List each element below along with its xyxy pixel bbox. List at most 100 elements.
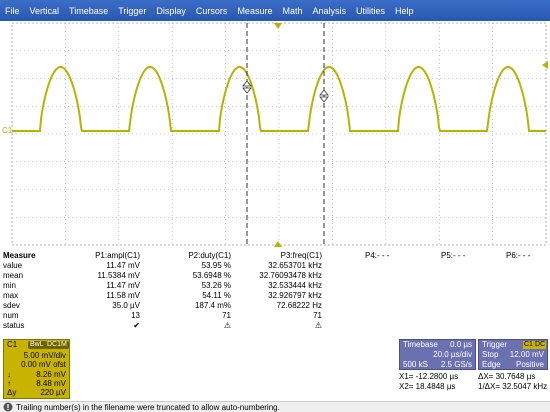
- measure-p2-status: ⚠: [223, 321, 231, 330]
- status-message: Trailing number(s) in the filename were …: [16, 402, 280, 412]
- cursor-down-icon: ↓: [7, 370, 11, 379]
- trigger-title: Trigger: [482, 340, 508, 349]
- menu-help[interactable]: Help: [395, 5, 414, 16]
- menu-file[interactable]: File: [5, 5, 20, 16]
- measure-p2-value: 53.95 %: [201, 261, 231, 270]
- waveform-display[interactable]: C1: [0, 21, 550, 249]
- sample-count: 500 kS: [403, 360, 428, 369]
- measure-p2-mean: 53.6948 %: [192, 271, 231, 280]
- measure-p3-status: ⚠: [314, 321, 322, 330]
- measure-row-mean: mean 11.5384 mV 53.6948 % 32.76093478 kHz: [0, 271, 550, 281]
- cursor-x2-marker-icon[interactable]: [319, 89, 329, 103]
- timebase-descriptor[interactable]: Timebase 0.0 µs 20.0 µs/div 500 kS 2.5 G…: [399, 339, 476, 370]
- trigger-type: Edge: [482, 360, 501, 369]
- channel-1-descriptor[interactable]: C1 BwL DC1M 5.00 mV/div 0.00 mV ofst ↓ 8…: [3, 339, 70, 399]
- cursor-up-icon: ↑: [7, 379, 11, 388]
- trigger-mode: Stop: [482, 350, 499, 359]
- measure-row-status: status ✔ ⚠ ⚠: [0, 321, 550, 331]
- channel-offset: 0.00 mV ofst: [21, 360, 66, 369]
- measure-row-max: max 11.58 mV 54.11 % 32.926797 kHz: [0, 291, 550, 301]
- graticule-grid: [11, 22, 547, 246]
- menu-utilities[interactable]: Utilities: [355, 5, 385, 16]
- menu-trigger[interactable]: Trigger: [118, 5, 147, 16]
- measure-p2-sdev: 187.4 m%: [194, 301, 231, 310]
- measure-p1-mean: 11.5384 mV: [97, 271, 140, 280]
- measure-row-value: value 11.47 mV 53.95 % 32.653701 kHz: [0, 261, 550, 271]
- measure-p1-status: ✔: [133, 321, 140, 330]
- trigger-level: 12.00 mV: [509, 350, 544, 359]
- menu-bar: File Vertical Timebase Trigger Display C…: [0, 0, 550, 21]
- measure-p2-max: 54.11 %: [202, 291, 231, 300]
- measure-p1-max: 11.58 mV: [106, 291, 140, 300]
- channel-1-body: 5.00 mV/div 0.00 mV ofst ↓ 8.26 mV ↑ 8.4…: [4, 350, 69, 398]
- measure-p3-num: 71: [313, 311, 322, 320]
- status-bar: Trailing number(s) in the filename were …: [0, 401, 550, 412]
- measure-row-min: min 11.47 mV 53.26 % 32.533444 kHz: [0, 281, 550, 291]
- measure-row-num: num 13 71 71: [0, 311, 550, 321]
- trigger-descriptor[interactable]: Trigger C1 DC Stop 12.00 mV Edge Positiv…: [478, 339, 548, 370]
- measure-p6-header[interactable]: P6:- - -: [506, 251, 531, 260]
- timebase-delay: 0.0 µs: [450, 340, 472, 349]
- time-per-div: 20.0 µs/div: [433, 350, 472, 359]
- measure-p2-min: 53.26 %: [201, 281, 231, 290]
- menu-cursors[interactable]: Cursors: [195, 5, 228, 16]
- sample-rate: 2.5 GS/s: [440, 360, 472, 369]
- timebase-title: Timebase: [403, 340, 438, 349]
- channel-marker-label[interactable]: C1: [2, 126, 13, 135]
- menu-measure[interactable]: Measure: [237, 5, 273, 16]
- channel-1-trace: [12, 65, 546, 132]
- measure-p1-min: 11.47 mV: [106, 281, 140, 290]
- trigger-coupling-badge: DC: [534, 341, 547, 349]
- measure-row-label: value: [3, 261, 23, 270]
- delta-y-value: 220 µV: [40, 388, 66, 397]
- measure-p1-value: 11.47 mV: [106, 261, 140, 270]
- measure-p1-num: 13: [131, 311, 140, 320]
- cursor-1-value: 8.26 mV: [36, 370, 66, 379]
- measure-p3-max: 32.926797 kHz: [268, 291, 322, 300]
- bandwidth-limit-badge: BwL: [28, 341, 46, 349]
- delta-y-label: Δy: [7, 388, 17, 397]
- measure-p3-mean: 32.76093478 kHz: [259, 271, 322, 280]
- measure-row-label: num: [3, 311, 19, 320]
- cursor-inverse-delta-x-readout: 1/ΔX= 32.5047 kHz: [478, 382, 548, 391]
- cursor-x2-readout: X2= 18.4848 µs: [399, 382, 456, 391]
- measure-p1-sdev: 35.0 µV: [112, 301, 140, 310]
- menu-analysis[interactable]: Analysis: [312, 5, 346, 16]
- menu-timebase[interactable]: Timebase: [69, 5, 109, 16]
- coupling-badge: DC1M: [45, 341, 69, 349]
- measure-p3-sdev: 72.68222 Hz: [276, 301, 322, 310]
- trigger-position-icon[interactable]: [274, 23, 282, 29]
- warning-icon: [3, 402, 13, 412]
- measure-p1-header[interactable]: P1:ampl(C1): [95, 251, 140, 260]
- volts-per-div: 5.00 mV/div: [23, 351, 66, 360]
- measure-p3-value: 32.653701 kHz: [268, 261, 322, 270]
- menu-vertical[interactable]: Vertical: [29, 5, 60, 16]
- measure-p3-min: 32.533444 kHz: [268, 281, 322, 290]
- measure-row-label: max: [3, 291, 19, 300]
- menu-display[interactable]: Display: [156, 5, 186, 16]
- channel-1-header: C1 BwL DC1M: [4, 340, 69, 350]
- cursor-x1-readout: X1= -12.2800 µs: [399, 372, 459, 381]
- measure-row-label: mean: [3, 271, 24, 280]
- menu-math[interactable]: Math: [282, 5, 303, 16]
- trigger-source-badge: C1: [523, 341, 534, 349]
- measure-p3-header[interactable]: P3:freq(C1): [280, 251, 322, 260]
- measure-row-label: sdev: [3, 301, 20, 310]
- measure-row-label: min: [3, 281, 16, 290]
- measure-p2-num: 71: [222, 311, 231, 320]
- measure-row-sdev: sdev 35.0 µV 187.4 m% 72.68222 Hz: [0, 301, 550, 311]
- measure-table: Measure P1:ampl(C1) P2:duty(C1) P3:freq(…: [0, 251, 550, 335]
- trigger-level-icon[interactable]: [542, 61, 548, 69]
- scope-screen[interactable]: C1: [0, 21, 550, 249]
- cursor-x1-marker-icon[interactable]: [242, 80, 252, 94]
- trigger-position-bottom-icon: [274, 241, 282, 247]
- measure-title: Measure: [3, 251, 36, 260]
- measure-p5-header[interactable]: P5:- - -: [441, 251, 466, 260]
- measure-p2-header[interactable]: P2:duty(C1): [188, 251, 231, 260]
- channel-name: C1: [7, 340, 18, 349]
- cursor-2-value: 8.48 mV: [36, 379, 66, 388]
- trigger-slope: Positive: [515, 360, 544, 369]
- measure-header-row: Measure P1:ampl(C1) P2:duty(C1) P3:freq(…: [0, 251, 550, 261]
- cursor-delta-x-readout: ΔX= 30.7648 µs: [478, 372, 536, 381]
- measure-p4-header[interactable]: P4:- - -: [365, 251, 390, 260]
